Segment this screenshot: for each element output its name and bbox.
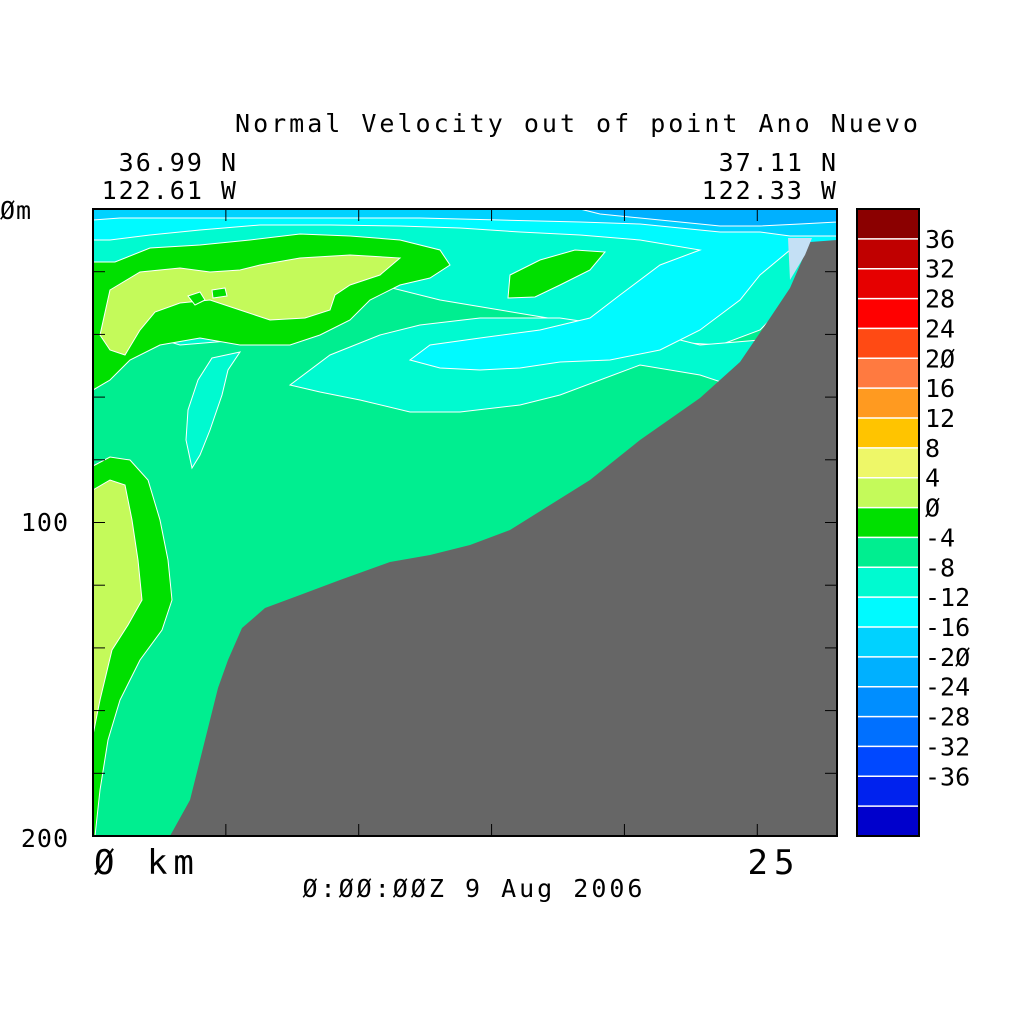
x-axis-start-label: Ø km bbox=[94, 843, 200, 883]
colorbar-swatch bbox=[857, 238, 919, 270]
patch-positive-right bbox=[507, 249, 607, 299]
colorbar-swatch bbox=[857, 298, 919, 329]
colorbar-level-label: 4 bbox=[925, 464, 940, 493]
band-positive-4-to-8 bbox=[99, 254, 402, 356]
end-longitude: 122.33 W bbox=[702, 176, 838, 205]
colorbar-swatch bbox=[857, 358, 919, 389]
bathymetry bbox=[170, 240, 837, 836]
colorbar-level-label: -4 bbox=[925, 523, 955, 552]
plot-area bbox=[92, 208, 838, 837]
end-latitude: 37.11 N bbox=[719, 148, 838, 177]
colorbar-level-label: 16 bbox=[925, 374, 955, 403]
colorbar-swatch bbox=[857, 686, 919, 718]
colorbar-swatch bbox=[857, 328, 919, 359]
colorbar-swatch bbox=[857, 567, 919, 598]
colorbar-level-label: -32 bbox=[925, 732, 970, 761]
x-axis-end-label: 25 bbox=[748, 843, 801, 883]
colorbar-swatch bbox=[857, 716, 919, 747]
start-latitude: 36.99 N bbox=[119, 148, 238, 177]
colorbar-level-label: 32 bbox=[925, 255, 955, 284]
band-positive-left-inner bbox=[93, 479, 143, 736]
colorbar-swatch bbox=[857, 806, 919, 837]
start-longitude: 122.61 W bbox=[102, 176, 238, 205]
y-axis-top-label: Øm bbox=[0, 196, 32, 225]
colorbar-level-label: Ø bbox=[925, 494, 940, 523]
colorbar-swatch bbox=[857, 447, 919, 479]
y-tick-label-100: 100 bbox=[21, 508, 69, 537]
colorbar-frame bbox=[856, 208, 920, 837]
colorbar-swatch bbox=[857, 477, 919, 509]
colorbar-level-label: 2Ø bbox=[925, 344, 955, 373]
band-negative-12 bbox=[93, 209, 837, 371]
colorbar-level-label: 8 bbox=[925, 434, 940, 463]
colorbar-swatch bbox=[857, 209, 919, 240]
colorbar-swatch bbox=[857, 537, 919, 568]
colorbar-level-label: 12 bbox=[925, 404, 955, 433]
blob-positive-small bbox=[187, 287, 228, 306]
colorbar-level-label: 24 bbox=[925, 314, 955, 343]
bathymetry-shelf-light bbox=[788, 238, 812, 280]
timestamp: Ø:ØØ:ØØZ 9 Aug 2006 bbox=[303, 874, 646, 903]
colorbar-level-label: -28 bbox=[925, 703, 970, 732]
colorbar-swatch bbox=[857, 268, 919, 300]
colorbar-labels: 363228242Ø161284Ø-4-8-12-16-2Ø-24-28-32-… bbox=[925, 225, 970, 791]
colorbar-level-label: -8 bbox=[925, 553, 955, 582]
lens-negative-8 bbox=[185, 351, 242, 470]
band-negative-20 bbox=[579, 209, 837, 227]
colorbar-level-label: -16 bbox=[925, 613, 970, 642]
colorbar-swatch bbox=[857, 507, 919, 538]
colorbar-swatch bbox=[857, 746, 919, 777]
chart-title: Normal Velocity out of point Ano Nuevo bbox=[235, 109, 921, 138]
colorbar-level-label: 36 bbox=[925, 225, 955, 254]
colorbar-swatch bbox=[857, 656, 919, 688]
colorbar-swatch bbox=[857, 597, 919, 628]
colorbar-level-label: -36 bbox=[925, 762, 970, 791]
y-tick-label-200: 200 bbox=[21, 824, 69, 853]
colorbar-swatch bbox=[857, 776, 919, 807]
colorbar bbox=[856, 208, 920, 837]
colorbar-level-label: 28 bbox=[925, 285, 955, 314]
colorbar-swatch bbox=[857, 418, 919, 449]
colorbar-level-label: -24 bbox=[925, 673, 970, 702]
colorbar-swatch bbox=[857, 627, 919, 658]
colorbar-level-label: -12 bbox=[925, 583, 970, 612]
colorbar-swatch bbox=[857, 388, 919, 419]
colorbar-level-label: -2Ø bbox=[925, 643, 970, 672]
axis-ticks bbox=[93, 209, 837, 836]
